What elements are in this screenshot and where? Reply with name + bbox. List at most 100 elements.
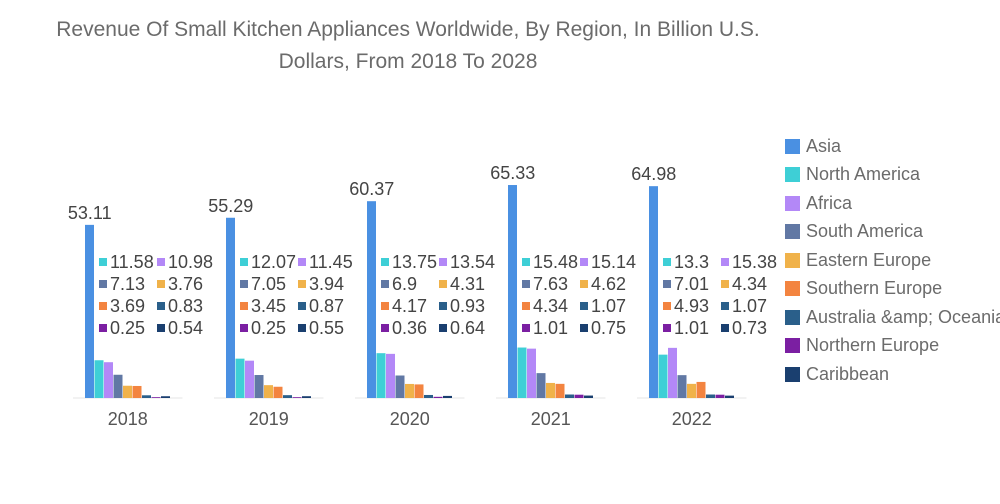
data-label-key [721, 324, 729, 332]
data-label: 64.98 [631, 164, 676, 184]
data-label: 53.11 [68, 203, 112, 223]
data-label: 13.54 [450, 252, 495, 272]
data-label: 0.64 [450, 318, 485, 338]
bar [536, 373, 546, 398]
bar [555, 383, 565, 398]
data-label: 3.76 [168, 274, 203, 294]
data-label: 1.01 [674, 318, 709, 338]
bar [546, 382, 555, 398]
data-label: 4.34 [732, 274, 767, 294]
data-label-key [522, 324, 530, 332]
data-label: 1.07 [591, 296, 626, 316]
bar [142, 395, 151, 398]
x-tick-label: 2018 [108, 409, 148, 429]
data-label-key [721, 280, 729, 288]
bar [658, 354, 668, 398]
bar [264, 385, 273, 398]
legend-swatch [785, 167, 800, 183]
data-label-key [298, 324, 306, 332]
data-label-key [580, 324, 588, 332]
data-label-key [663, 324, 671, 332]
legend-label: North America [806, 164, 921, 185]
bar [696, 381, 706, 398]
data-label-key [580, 302, 588, 310]
legend-swatch [785, 309, 800, 325]
data-label: 6.9 [392, 274, 417, 294]
legend-item[interactable]: Eastern Europe [785, 246, 1000, 275]
data-label-key [157, 302, 165, 310]
bar [226, 217, 235, 398]
data-label: 3.45 [251, 296, 286, 316]
data-label: 15.14 [591, 252, 636, 272]
data-label-key [298, 302, 306, 310]
legend-swatch [785, 338, 800, 354]
data-label: 15.38 [732, 252, 777, 272]
data-label-key [721, 302, 729, 310]
bar [725, 395, 734, 398]
data-label: 4.17 [392, 296, 427, 316]
bar [376, 353, 386, 398]
legend-item[interactable]: Africa [785, 189, 1000, 218]
bar [132, 385, 142, 398]
data-label: 7.01 [674, 274, 709, 294]
legend-label: Eastern Europe [806, 249, 932, 270]
data-label-key [663, 302, 671, 310]
data-label-key [99, 324, 107, 332]
legend-swatch [785, 281, 800, 297]
data-label-key [99, 280, 107, 288]
bar [508, 185, 517, 398]
data-label: 13.3 [674, 252, 709, 272]
legend-swatch [785, 138, 800, 154]
data-label-key [157, 280, 165, 288]
data-label-key [439, 258, 447, 266]
legend-item[interactable]: Southern Europe [785, 275, 1000, 304]
data-label: 0.83 [168, 296, 203, 316]
data-label-key [240, 258, 248, 266]
legend-item[interactable]: Caribbean [785, 360, 1000, 389]
legend-label: Southern Europe [806, 278, 943, 299]
bar [574, 394, 584, 398]
data-label: 4.34 [533, 296, 568, 316]
data-label-key [240, 280, 248, 288]
data-label: 0.54 [168, 318, 203, 338]
bar [113, 374, 123, 398]
bar [687, 383, 696, 398]
legend-item[interactable]: Northern Europe [785, 332, 1000, 361]
bar [584, 395, 593, 398]
data-label-key [99, 258, 107, 266]
legend-swatch [785, 195, 800, 211]
data-label: 0.36 [392, 318, 427, 338]
data-label: 65.33 [490, 163, 535, 183]
bar [706, 394, 715, 398]
legend-item[interactable]: South America [785, 218, 1000, 247]
data-label: 55.29 [208, 196, 253, 216]
data-label: 3.69 [110, 296, 145, 316]
data-label: 7.05 [251, 274, 286, 294]
legend-swatch [785, 224, 800, 240]
bar [517, 347, 527, 398]
data-label-key [381, 324, 389, 332]
bar [715, 394, 725, 398]
legend-label: Northern Europe [806, 335, 940, 356]
data-label: 4.31 [450, 274, 485, 294]
bar [292, 397, 302, 398]
legend-item[interactable]: North America [785, 161, 1000, 190]
data-label: 12.07 [251, 252, 296, 272]
data-label-key [298, 258, 306, 266]
bar [668, 347, 677, 398]
legend-swatch [785, 366, 800, 382]
legend-item[interactable]: Asia [785, 132, 1000, 161]
bar [235, 358, 245, 398]
data-label-key [381, 258, 389, 266]
chart-title: Revenue Of Small Kitchen Appliances Worl… [56, 18, 760, 73]
data-label-key [439, 324, 447, 332]
bar [85, 224, 94, 398]
data-label-key [99, 302, 107, 310]
bar [283, 395, 292, 398]
legend-label: Asia [806, 135, 842, 156]
bar [273, 386, 283, 398]
legend-item[interactable]: Australia &amp; Oceania [785, 303, 1000, 332]
data-label-key [663, 280, 671, 288]
bar [245, 360, 254, 398]
